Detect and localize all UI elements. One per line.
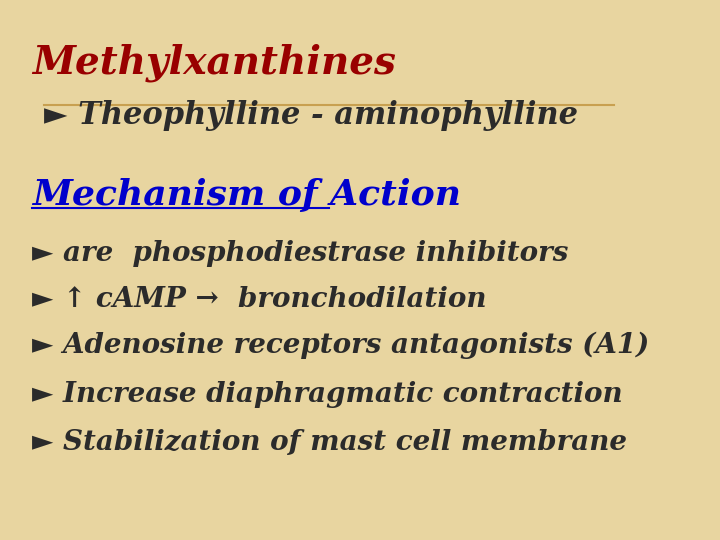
Text: ► Theophylline - aminophylline: ► Theophylline - aminophylline (45, 100, 578, 131)
Text: Methylxanthines: Methylxanthines (32, 43, 395, 82)
Text: ► Adenosine receptors antagonists (A1): ► Adenosine receptors antagonists (A1) (32, 332, 649, 360)
Text: ► ↑ cAMP →  bronchodilation: ► ↑ cAMP → bronchodilation (32, 286, 486, 313)
Text: ► are  phosphodiestrase inhibitors: ► are phosphodiestrase inhibitors (32, 240, 568, 267)
Text: ► Increase diaphragmatic contraction: ► Increase diaphragmatic contraction (32, 381, 622, 408)
Text: ► Stabilization of mast cell membrane: ► Stabilization of mast cell membrane (32, 429, 626, 456)
Text: Mechanism of Action: Mechanism of Action (32, 178, 461, 212)
